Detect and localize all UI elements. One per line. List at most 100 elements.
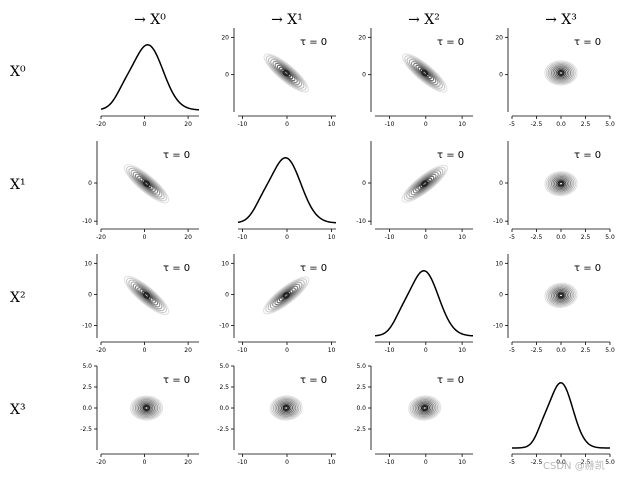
contour-level bbox=[416, 401, 434, 415]
x-tick-label: 10 bbox=[458, 234, 466, 241]
contour-level bbox=[276, 400, 297, 416]
x-tick-label: 0.0 bbox=[556, 347, 566, 354]
contour-level bbox=[129, 395, 164, 421]
y-tick-label: 0 bbox=[362, 72, 366, 79]
contour-level bbox=[554, 178, 568, 190]
panel-3-3: -5 -2.5 0.0 2.5 5.0 bbox=[509, 381, 615, 466]
contour-level bbox=[408, 170, 442, 198]
row-label-3: X³ bbox=[10, 402, 26, 418]
contour-level bbox=[558, 293, 564, 298]
tau-label: τ = 0 bbox=[437, 150, 464, 161]
contour-level bbox=[549, 174, 573, 193]
panel-2-1: -10 0 10 -10 0 10 τ = 0 bbox=[219, 254, 336, 354]
contour-level bbox=[272, 397, 300, 419]
x-tick-label: 10 bbox=[328, 234, 336, 241]
x-tick-label: 2.5 bbox=[581, 347, 591, 354]
contour-peak bbox=[421, 180, 429, 188]
contour-level bbox=[263, 276, 310, 315]
y-tick-label: -2.5 bbox=[354, 426, 366, 433]
x-tick-label: -2.5 bbox=[531, 121, 543, 128]
contour-peak bbox=[421, 69, 429, 77]
contour-level bbox=[555, 291, 567, 300]
x-tick-label: -2.5 bbox=[531, 347, 543, 354]
y-tick-label: 0 bbox=[225, 72, 229, 79]
contour-level bbox=[404, 55, 446, 91]
x-tick-label: 0 bbox=[285, 121, 289, 128]
contour-level bbox=[406, 168, 444, 199]
x-tick-label: -10 bbox=[238, 234, 248, 241]
panel-3-2: -10 0 10 -2.5 0.0 2.5 5.0 τ = 0 bbox=[354, 363, 473, 466]
contour-level bbox=[133, 397, 160, 419]
x-tick-label: 20 bbox=[184, 121, 192, 128]
contour-level bbox=[412, 173, 437, 194]
contour-level bbox=[558, 181, 564, 186]
contour-level bbox=[131, 396, 162, 420]
y-tick-label: -10 bbox=[493, 323, 503, 330]
contour-level bbox=[126, 277, 167, 314]
x-tick-label: 2.5 bbox=[581, 234, 591, 241]
contour-level bbox=[276, 287, 296, 304]
y-tick-label: 0 bbox=[499, 180, 503, 187]
contour-level bbox=[546, 283, 576, 307]
x-tick-label: -5 bbox=[509, 459, 515, 466]
x-tick-label: 0 bbox=[143, 234, 147, 241]
x-tick-label: 2.5 bbox=[581, 121, 591, 128]
tau-label: τ = 0 bbox=[574, 37, 601, 48]
x-tick-label: 5.0 bbox=[605, 121, 615, 128]
x-tick-label: 5.0 bbox=[605, 347, 615, 354]
contour-level bbox=[132, 171, 161, 196]
x-tick-label: -10 bbox=[385, 459, 395, 466]
panel-2-3: -5 -2.5 0.0 2.5 5.0 -10 0 10 τ = 0 bbox=[493, 254, 615, 354]
contour-level bbox=[401, 164, 448, 203]
contour-level bbox=[550, 65, 572, 81]
x-tick-label: 5.0 bbox=[605, 234, 615, 241]
contour-level bbox=[547, 173, 575, 194]
contour-level bbox=[544, 282, 578, 308]
y-tick-label: 5.0 bbox=[356, 363, 366, 370]
x-tick-label: 0.0 bbox=[556, 459, 566, 466]
panel-0-1: -10 0 10 0 20 τ = 0 bbox=[221, 28, 336, 128]
contour-level bbox=[413, 62, 437, 84]
contour-level bbox=[132, 283, 161, 308]
contour-peak bbox=[557, 69, 565, 77]
watermark: CSDN @赫凯 bbox=[543, 459, 605, 472]
contour-level bbox=[274, 62, 298, 84]
x-tick-label: 0 bbox=[143, 347, 147, 354]
contour-level bbox=[141, 403, 152, 413]
tau-label: τ = 0 bbox=[437, 375, 464, 386]
x-tick-label: -10 bbox=[238, 121, 248, 128]
contour-peak bbox=[557, 180, 565, 187]
contour-peak bbox=[142, 404, 151, 412]
x-tick-label: 5.0 bbox=[605, 459, 615, 466]
x-tick-label: 0.0 bbox=[556, 234, 566, 241]
contour-level bbox=[412, 399, 437, 417]
y-tick-label: 0 bbox=[499, 72, 503, 79]
y-tick-label: -10 bbox=[82, 218, 92, 225]
kde-curve bbox=[374, 269, 474, 337]
x-tick-label: -10 bbox=[238, 459, 248, 466]
y-tick-label: 0 bbox=[88, 180, 92, 187]
contour-level bbox=[411, 397, 439, 419]
column-title-1: → X¹ bbox=[271, 12, 303, 28]
tau-label: τ = 0 bbox=[163, 150, 190, 161]
contour-peak bbox=[282, 404, 290, 412]
y-tick-label: 0 bbox=[362, 180, 366, 187]
y-tick-label: 5.0 bbox=[219, 363, 229, 370]
x-tick-label: 0 bbox=[143, 459, 147, 466]
x-tick-label: -5 bbox=[509, 347, 515, 354]
contour-level bbox=[279, 402, 294, 414]
x-tick-label: 0 bbox=[424, 459, 428, 466]
x-tick-label: -5 bbox=[509, 121, 515, 128]
x-tick-label: 0 bbox=[285, 347, 289, 354]
y-tick-label: 2.5 bbox=[356, 384, 366, 391]
column-title-3: → X³ bbox=[545, 12, 577, 28]
panel-1-2: -10 0 10 -10 0 τ = 0 bbox=[356, 141, 473, 241]
contour-level bbox=[408, 395, 442, 421]
x-tick-label: -10 bbox=[385, 347, 395, 354]
contour-level bbox=[270, 59, 303, 87]
contour-level bbox=[265, 278, 308, 313]
contour-peak bbox=[420, 404, 429, 412]
x-tick-label: 20 bbox=[184, 347, 192, 354]
x-tick-label: 0 bbox=[424, 121, 428, 128]
contour-level bbox=[403, 166, 446, 201]
